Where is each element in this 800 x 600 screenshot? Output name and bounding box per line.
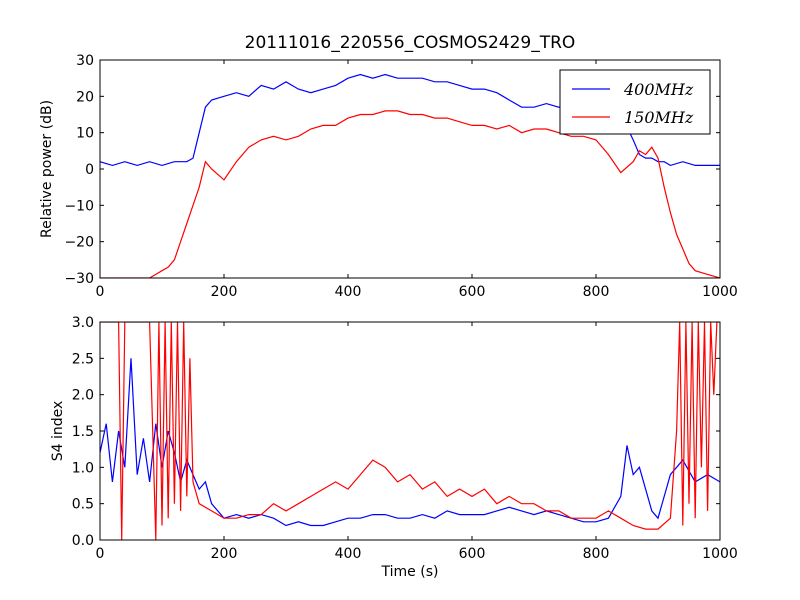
s4-xtick-label: 0 bbox=[96, 546, 105, 562]
s4-ytick-label: 2.5 bbox=[72, 351, 94, 367]
s4-ytick-label: 1.5 bbox=[72, 424, 94, 440]
power-xtick-label: 1000 bbox=[702, 284, 738, 300]
legend-400mhz-label: 400MHz bbox=[623, 80, 694, 99]
s4-xtick-label: 600 bbox=[459, 546, 486, 562]
power-legend: 400MHz 150MHz bbox=[559, 69, 711, 135]
power-series-group bbox=[100, 73, 720, 278]
power-ylabel: Relative power (dB) bbox=[39, 100, 55, 238]
power-ytick-label: 30 bbox=[76, 53, 94, 69]
power-xtick-label: 200 bbox=[211, 284, 238, 300]
s4-xtick-label: 800 bbox=[583, 546, 610, 562]
s4-ylabel: S4 index bbox=[50, 401, 66, 462]
power-ytick-label: −30 bbox=[64, 271, 94, 287]
power-xtick-label: 800 bbox=[583, 284, 610, 300]
s4-series-group bbox=[100, 322, 720, 540]
s4-ytick-label: 0.0 bbox=[72, 533, 94, 549]
power-xtick-label: 0 bbox=[96, 284, 105, 300]
s4-panel: 0 200 400 600 800 1000 0.0 0.5 1.0 1.5 2.0 2.5 3.0 S… bbox=[50, 315, 738, 580]
power-ytick-label: 10 bbox=[76, 126, 94, 142]
s4-400mhz-line bbox=[100, 358, 720, 527]
s4-ytick-label: 1.0 bbox=[72, 460, 94, 476]
power-ytick-label: 20 bbox=[76, 89, 94, 105]
power-ytick-label: −20 bbox=[64, 235, 94, 251]
s4-xtick-label: 400 bbox=[335, 546, 362, 562]
power-xtick-label: 400 bbox=[335, 284, 362, 300]
s4-ytick-label: 3.0 bbox=[72, 315, 94, 331]
legend-150mhz-label: 150MHz bbox=[624, 108, 694, 127]
s4-ytick-label: 2.0 bbox=[72, 388, 94, 404]
s4-ytick-label: 0.5 bbox=[72, 497, 94, 513]
figure-title: 20111016_220556_COSMOS2429_TRO bbox=[245, 33, 576, 53]
power-ytick-label: 0 bbox=[85, 162, 94, 178]
s4-xlabel: Time (s) bbox=[381, 564, 439, 580]
power-ticks: 0 200 400 600 800 1000 −30 −20 −10 0 10 20 30 bbox=[64, 53, 737, 300]
power-panel: 0 200 400 600 800 1000 −30 −20 −10 0 10 20 30 Relati… bbox=[39, 53, 738, 300]
s4-150mhz-line bbox=[100, 322, 720, 540]
s4-xtick-label: 1000 bbox=[702, 546, 738, 562]
legend-box bbox=[559, 69, 711, 135]
power-150mhz-line bbox=[100, 110, 720, 278]
s4-xtick-label: 200 bbox=[211, 546, 238, 562]
power-ytick-label: −10 bbox=[64, 198, 94, 214]
power-xtick-label: 600 bbox=[459, 284, 486, 300]
s4-ticks: 0 200 400 600 800 1000 0.0 0.5 1.0 1.5 2.0 2.5 3.0 bbox=[72, 315, 738, 562]
